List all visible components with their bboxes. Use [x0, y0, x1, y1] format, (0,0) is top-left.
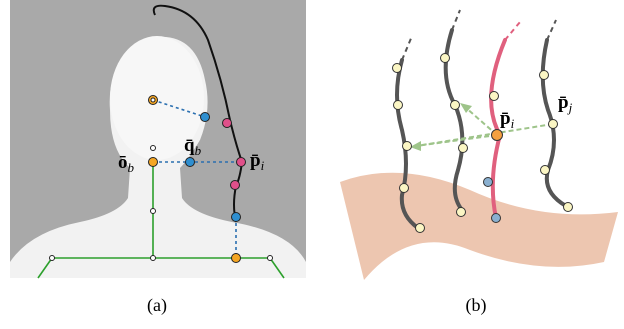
strand-tip	[452, 10, 460, 30]
label-base: q̄	[184, 135, 195, 156]
projected-point	[201, 113, 210, 122]
strand-point	[416, 224, 425, 233]
strand-point	[394, 101, 403, 110]
joint	[268, 256, 273, 261]
strand-point	[403, 142, 412, 151]
joint	[50, 256, 55, 261]
figure: ōb q̄b p̄i (a)	[0, 0, 624, 329]
panel-b: p̄i p̄j (b)	[340, 10, 618, 316]
caption: (a)	[147, 295, 167, 316]
label-base: ō	[118, 152, 128, 173]
strand-point	[484, 178, 493, 187]
strand-point	[492, 214, 501, 223]
strand-point	[490, 92, 499, 101]
joint	[151, 146, 156, 151]
strand-point	[441, 54, 450, 63]
strand-tip	[402, 36, 412, 60]
label: p̄j	[558, 92, 573, 115]
strand-point	[459, 144, 468, 153]
joint	[151, 256, 156, 261]
label-sub: i	[261, 158, 265, 173]
label-sub: i	[511, 116, 515, 131]
label-base: p̄	[250, 150, 261, 171]
caption: (b)	[466, 295, 487, 316]
scalp-surface	[340, 173, 618, 280]
query-point	[492, 130, 503, 141]
anchor-point	[232, 254, 241, 263]
hair-point	[237, 158, 246, 167]
projected-point	[232, 213, 241, 222]
hair-point	[223, 119, 232, 128]
strand-point	[540, 71, 549, 80]
label-base: p̄	[500, 108, 511, 129]
anchor-point	[151, 98, 155, 102]
strand-point	[541, 166, 550, 175]
strand-point	[451, 101, 460, 110]
strand-point	[549, 120, 558, 129]
strand	[491, 40, 505, 218]
strand-point	[564, 203, 573, 212]
projected-point	[186, 158, 195, 167]
label-base: p̄	[558, 92, 569, 113]
label-sub: b	[195, 143, 202, 158]
strand-tip	[505, 22, 520, 40]
strand-point	[393, 64, 402, 73]
strand-tip	[547, 20, 556, 40]
label: p̄i	[500, 108, 515, 131]
strand-point	[400, 184, 409, 193]
strand-point	[457, 208, 466, 217]
joint	[151, 209, 156, 214]
panel-a: ōb q̄b p̄i (a)	[10, 0, 306, 316]
anchor-point	[149, 158, 158, 167]
hair-point	[231, 181, 240, 190]
label-sub: b	[128, 160, 135, 175]
